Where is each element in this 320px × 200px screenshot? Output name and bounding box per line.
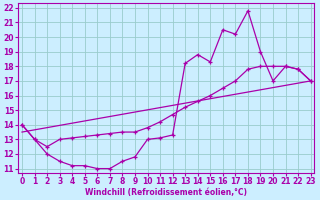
X-axis label: Windchill (Refroidissement éolien,°C): Windchill (Refroidissement éolien,°C) xyxy=(85,188,247,197)
